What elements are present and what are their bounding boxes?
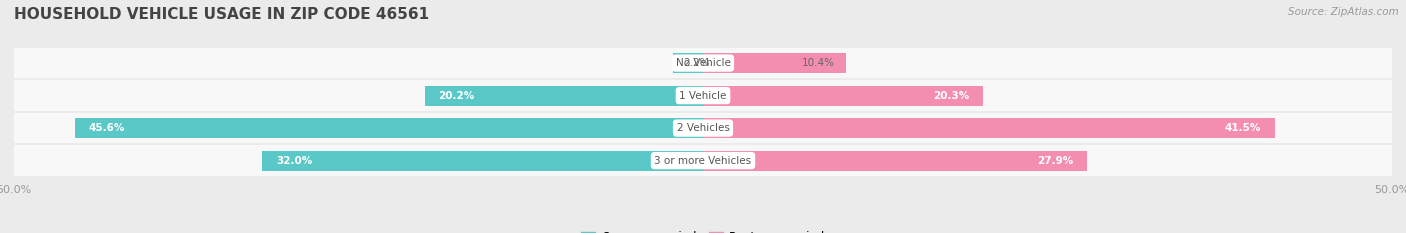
Text: Source: ZipAtlas.com: Source: ZipAtlas.com <box>1288 7 1399 17</box>
Bar <box>14 80 1392 111</box>
Bar <box>75 118 703 138</box>
Bar <box>262 151 703 171</box>
Text: 1 Vehicle: 1 Vehicle <box>679 91 727 101</box>
Text: 27.9%: 27.9% <box>1038 156 1074 166</box>
Text: 2 Vehicles: 2 Vehicles <box>676 123 730 133</box>
Bar <box>703 86 983 106</box>
Text: 20.2%: 20.2% <box>439 91 475 101</box>
Legend: Owner-occupied, Renter-occupied: Owner-occupied, Renter-occupied <box>576 226 830 233</box>
Text: 32.0%: 32.0% <box>276 156 312 166</box>
Bar <box>703 53 846 73</box>
Text: 41.5%: 41.5% <box>1225 123 1261 133</box>
Text: 2.2%: 2.2% <box>683 58 710 68</box>
Text: 10.4%: 10.4% <box>803 58 835 68</box>
Bar <box>703 151 1087 171</box>
Bar <box>703 118 1275 138</box>
Bar <box>14 48 1392 78</box>
Text: 45.6%: 45.6% <box>89 123 125 133</box>
Bar <box>14 145 1392 176</box>
Text: No Vehicle: No Vehicle <box>675 58 731 68</box>
Text: 20.3%: 20.3% <box>932 91 969 101</box>
Bar <box>672 53 703 73</box>
Text: 3 or more Vehicles: 3 or more Vehicles <box>654 156 752 166</box>
Bar <box>14 113 1392 143</box>
Bar <box>425 86 703 106</box>
Text: HOUSEHOLD VEHICLE USAGE IN ZIP CODE 46561: HOUSEHOLD VEHICLE USAGE IN ZIP CODE 4656… <box>14 7 429 22</box>
